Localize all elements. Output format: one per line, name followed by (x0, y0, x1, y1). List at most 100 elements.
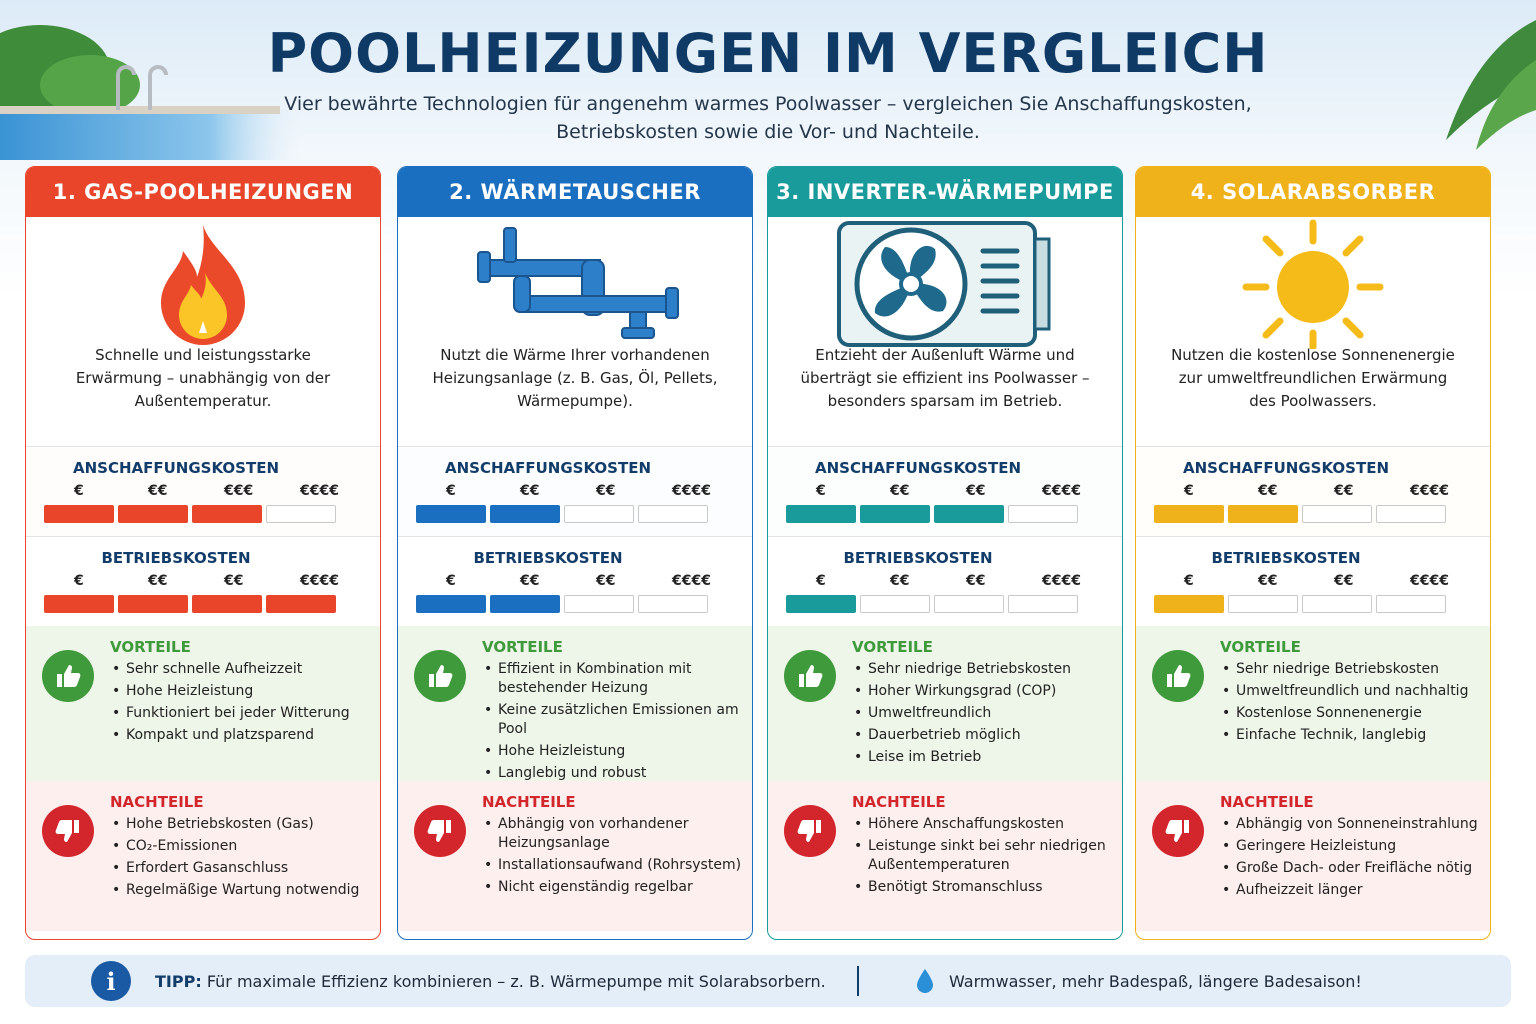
tip-bar: i TIPP: Für maximale Effizienz kombinier… (25, 955, 1511, 1007)
anschaffung-bar (564, 505, 634, 523)
anschaffungskosten-section: ANSCHAFFUNGSKOSTEN € €€ €€ €€€€ (768, 446, 1122, 536)
anschaffungskosten-label: ANSCHAFFUNGSKOSTEN (444, 459, 651, 477)
cons-title: NACHTEILE (1220, 793, 1314, 811)
cons-item: Leistunge sinkt bei sehr niedrigen Außen… (852, 837, 1122, 875)
betriebskosten-rating (44, 595, 380, 613)
anschaffungskosten-label: ANSCHAFFUNGSKOSTEN (814, 459, 1021, 477)
pros-item: Umweltfreundlich und nachhaltig (1220, 682, 1468, 701)
cost-scale-label: €€ (890, 483, 910, 499)
pros-item: Hohe Heizleistung (110, 682, 350, 701)
cons-item: Aufheizzeit länger (1220, 881, 1478, 900)
anschaffung-bar (44, 505, 114, 523)
cons-item: Benötigt Stromanschluss (852, 878, 1122, 897)
cons-item: Abhängig von Sonneneinstrahlung (1220, 815, 1478, 834)
cons-item: Regelmäßige Wartung notwendig (110, 881, 359, 900)
card-description: Nutzt die Wärme Ihrer vorhandenen Heizun… (432, 346, 718, 410)
anschaffungskosten-section: ANSCHAFFUNGSKOSTEN € €€ €€€ €€€€ (26, 446, 380, 536)
cost-scale-label: € (1184, 483, 1194, 499)
betriebskosten-section: BETRIEBSKOSTEN € €€ €€ €€€€ (768, 536, 1122, 626)
page-title: POOLHEIZUNGEN IM VERGLEICH (267, 22, 1269, 85)
pros-section: VORTEILE Effizient in Kombination mit be… (398, 626, 752, 783)
pros-item: Keine zusätzlichen Emissionen am Pool (482, 701, 752, 739)
comparison-card: 2. WÄRMETAUSCHER Nutzt die Wärme Ihrer v… (397, 166, 753, 940)
sun-icon (1136, 219, 1490, 349)
pros-item: Effizient in Kombination mit bestehender… (482, 660, 752, 698)
cons-section: NACHTEILE Abhängig von Sonneneinstrahlun… (1136, 781, 1490, 931)
cost-scale-label: € (1184, 573, 1194, 589)
betriebskosten-label: BETRIEBSKOSTEN (1211, 549, 1361, 567)
anschaffung-bar (1302, 505, 1372, 523)
cost-scale-label: €€€€ (1042, 573, 1081, 589)
pros-section: VORTEILE Sehr niedrige Betriebskosten Umw… (1136, 626, 1490, 781)
cons-item: Abhängig von vorhandener Heizungsanlage (482, 815, 752, 853)
pipe-icon (398, 226, 752, 339)
thumbs-up-icon (1152, 650, 1204, 702)
anschaffung-bar (1376, 505, 1446, 523)
betriebskosten-section: BETRIEBSKOSTEN € €€ €€ €€€€ (26, 536, 380, 626)
betriebskosten-label: BETRIEBSKOSTEN (101, 549, 251, 567)
betrieb-bar (192, 595, 262, 613)
pros-item: Sehr niedrige Betriebskosten (852, 660, 1071, 679)
cost-scale-label: €€ (890, 573, 910, 589)
betrieb-bar (490, 595, 560, 613)
anschaffung-bar (118, 505, 188, 523)
pros-item: Einfache Technik, langlebig (1220, 726, 1468, 745)
anschaffungskosten-rating (1154, 505, 1490, 523)
thumbs-down-icon (414, 805, 466, 857)
cons-item: Höhere Anschaffungskosten (852, 815, 1122, 834)
cost-scale-label: €€€€ (1042, 483, 1081, 499)
divider (857, 966, 859, 996)
header: POOLHEIZUNGEN IM VERGLEICH Vier bewährte… (0, 0, 1536, 160)
cost-scale-label: €€ (148, 573, 168, 589)
anschaffung-bar (860, 505, 930, 523)
cost-scale-label: €€ (596, 573, 616, 589)
cost-scale-label: €€€€ (1410, 573, 1449, 589)
water-drop-icon (917, 969, 933, 993)
betriebskosten-rating (416, 595, 752, 613)
comparison-card: 4. SOLARABSORBER Nutzen die kostenlose S… (1135, 166, 1491, 940)
pros-item: Leise im Betrieb (852, 748, 1071, 767)
cost-scale-label: €€€€ (1410, 483, 1449, 499)
cost-scale-label: €€€€ (672, 573, 711, 589)
tip-text: TIPP: Für maximale Effizienz kombinieren… (155, 971, 826, 991)
pros-title: VORTEILE (110, 638, 191, 656)
cost-scale-label: € (446, 483, 456, 499)
anschaffung-bar (1154, 505, 1224, 523)
anschaffung-bar (266, 505, 336, 523)
betrieb-bar (118, 595, 188, 613)
thumbs-down-icon (1152, 805, 1204, 857)
pros-item: Funktioniert bei jeder Witterung (110, 704, 350, 723)
anschaffungskosten-section: ANSCHAFFUNGSKOSTEN € €€ €€ €€€€ (1136, 446, 1490, 536)
cost-scale-label: €€ (596, 483, 616, 499)
palm-leaves-illustration (1446, 20, 1536, 150)
pros-title: VORTEILE (482, 638, 563, 656)
anschaffungskosten-rating (44, 505, 380, 523)
thumbs-up-icon (42, 650, 94, 702)
anschaffung-bar (638, 505, 708, 523)
anschaffungskosten-rating (786, 505, 1122, 523)
thumbs-down-icon (42, 805, 94, 857)
cost-scale-label: €€€€ (300, 573, 339, 589)
betriebskosten-label: BETRIEBSKOSTEN (843, 549, 993, 567)
cons-item: Geringere Heizleistung (1220, 837, 1478, 856)
pool-illustration (0, 25, 300, 160)
pros-item: Dauerbetrieb möglich (852, 726, 1071, 745)
betrieb-bar (638, 595, 708, 613)
cost-scale-label: €€€€ (300, 483, 339, 499)
pros-title: VORTEILE (1220, 638, 1301, 656)
betrieb-bar (1008, 595, 1078, 613)
cons-item: Erfordert Gasanschluss (110, 859, 359, 878)
comparison-card: 3. INVERTER-WÄRMEPUMPE Entzieht der Auße… (767, 166, 1123, 940)
flame-icon (26, 225, 380, 345)
card-title: 2. WÄRMETAUSCHER (398, 167, 752, 217)
cost-scale-label: €€ (148, 483, 168, 499)
pros-item: Kompakt und platzsparend (110, 726, 350, 745)
slogan: Warmwasser, mehr Badespaß, längere Bades… (949, 971, 1362, 991)
cost-scale-label: €€ (966, 573, 986, 589)
pros-item: Hohe Heizleistung (482, 742, 752, 761)
betrieb-bar (44, 595, 114, 613)
comparison-card: 1. GAS-POOLHEIZUNGEN Schnelle und leistu… (25, 166, 381, 940)
cost-scale-label: €€€€ (672, 483, 711, 499)
betrieb-bar (266, 595, 336, 613)
pros-item: Sehr niedrige Betriebskosten (1220, 660, 1468, 679)
